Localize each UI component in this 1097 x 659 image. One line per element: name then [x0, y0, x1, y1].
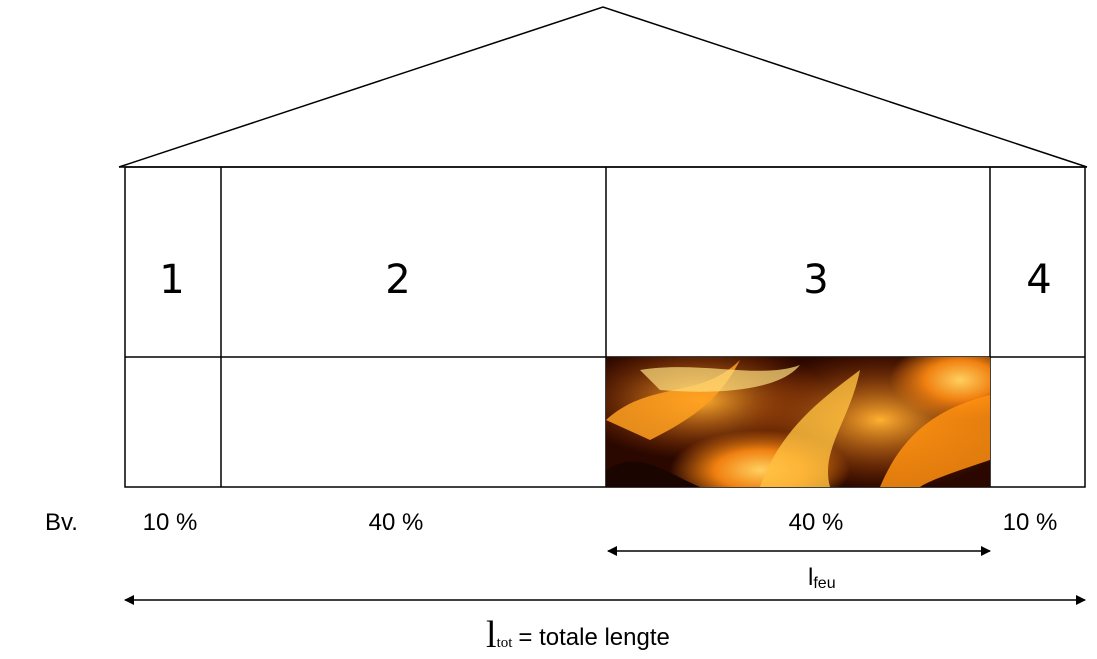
- fire-image: [606, 357, 990, 487]
- compartment-number: 1: [159, 257, 184, 303]
- share-label: 10 %: [1003, 509, 1058, 536]
- building-outline: [124, 166, 1086, 488]
- subscript: feu: [813, 575, 835, 592]
- description: = totale lengte: [518, 624, 669, 651]
- compartment-number: 4: [1026, 257, 1051, 303]
- total-length-label: ltot = totale lengte: [486, 614, 670, 656]
- symbol: l: [486, 614, 497, 656]
- share-label: 40 %: [789, 509, 844, 536]
- roof: [118, 6, 1088, 168]
- compartment-number: 3: [803, 257, 828, 303]
- share-label: 40 %: [369, 509, 424, 536]
- fire-length-label: lfeu: [808, 564, 836, 592]
- symbol: l: [808, 564, 813, 591]
- subscript: tot: [497, 635, 514, 651]
- compartment-number: 2: [385, 257, 410, 303]
- share-label: 10 %: [143, 509, 198, 536]
- example-prefix: Bv.: [45, 509, 78, 536]
